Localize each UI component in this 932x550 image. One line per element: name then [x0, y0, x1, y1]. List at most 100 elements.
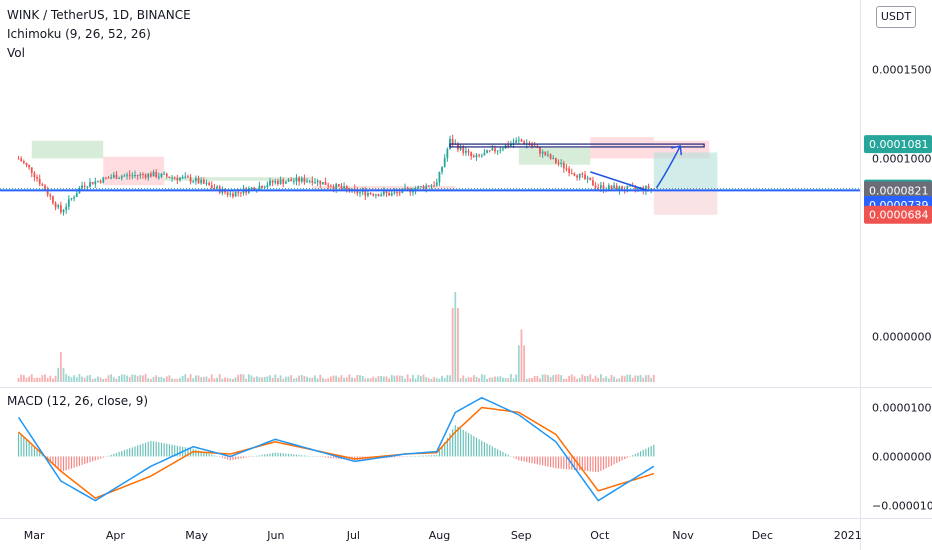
- candle-body: [565, 168, 568, 170]
- volume-bar: [102, 378, 105, 382]
- macd-histogram-bar: [250, 456, 253, 457]
- volume-bar: [308, 377, 311, 382]
- macd-histogram-bar: [221, 456, 223, 458]
- candle-body: [398, 192, 401, 194]
- volume-bar: [163, 378, 166, 382]
- macd-histogram-bar: [277, 452, 279, 457]
- volume-bar: [284, 376, 287, 382]
- macd-histogram-bar: [534, 456, 536, 464]
- macd-histogram-bar: [131, 447, 133, 457]
- macd-histogram-bar: [634, 453, 636, 457]
- candle-body: [634, 186, 637, 189]
- volume-bar: [36, 377, 38, 382]
- candle-body: [441, 166, 443, 172]
- macd-histogram-bar: [531, 456, 533, 464]
- candle-body: [70, 198, 73, 200]
- volume-bar: [73, 375, 76, 382]
- volume-bar: [57, 367, 60, 382]
- projection-arrow-head: [671, 145, 683, 156]
- volume-bar: [642, 377, 645, 382]
- volume-bar: [382, 376, 385, 382]
- macd-histogram-bar: [309, 455, 311, 457]
- macd-histogram-bar: [454, 425, 456, 457]
- macd-histogram-bar: [327, 456, 329, 458]
- volume-bar: [441, 375, 443, 382]
- candle-body: [541, 151, 544, 154]
- candle-body: [142, 174, 144, 176]
- macd-label[interactable]: MACD (12, 26, close, 9): [7, 394, 149, 408]
- candle-body: [615, 185, 618, 191]
- volume-bar: [337, 377, 340, 382]
- time-tick-label: Mar: [24, 529, 45, 542]
- macd-histogram-bar: [452, 429, 454, 457]
- volume-bar: [536, 375, 539, 382]
- macd-histogram-bar: [475, 437, 478, 457]
- volume-bar: [81, 376, 83, 382]
- macd-histogram-bar: [68, 456, 70, 470]
- macd-histogram-bar: [65, 456, 67, 471]
- macd-histogram-bar: [110, 454, 112, 457]
- candle-body: [562, 162, 565, 169]
- volume-bar: [54, 375, 57, 382]
- macd-histogram-bar: [589, 456, 591, 472]
- trendline: [590, 171, 649, 192]
- candle-body: [547, 154, 549, 156]
- candle-body: [33, 172, 36, 178]
- volume-bar: [181, 375, 184, 382]
- volume-bar: [650, 377, 653, 382]
- candle-body: [213, 187, 216, 189]
- candle-body: [314, 182, 316, 184]
- price-tag-0.0000684: [864, 205, 932, 224]
- time-tick-label: May: [185, 529, 208, 542]
- macd-histogram-bar: [422, 455, 425, 457]
- candle-body: [200, 180, 203, 184]
- candle-body: [364, 190, 367, 196]
- volume-bar: [213, 378, 216, 382]
- volume-bar: [86, 375, 89, 382]
- macd-histogram-bar: [258, 455, 261, 457]
- macd-histogram-bar: [306, 455, 308, 457]
- volume-bar: [610, 374, 613, 382]
- currency-button[interactable]: USDT: [876, 6, 916, 28]
- ichimoku-label[interactable]: Ichimoku (9, 26, 52, 26): [7, 27, 151, 41]
- volume-bar: [573, 376, 576, 382]
- volume-bar: [417, 374, 420, 382]
- volume-bar: [621, 375, 623, 382]
- volume-label[interactable]: Vol: [7, 46, 25, 60]
- volume-bar: [104, 378, 107, 382]
- candle-body: [613, 185, 616, 189]
- macd-histogram-bar: [584, 456, 586, 471]
- candle-body: [295, 177, 298, 182]
- candle-body: [316, 180, 319, 183]
- candle-body: [94, 181, 97, 185]
- volume-bar: [316, 378, 319, 382]
- candle-body: [517, 139, 520, 141]
- macd-histogram-bar: [166, 443, 168, 457]
- volume-bar: [570, 374, 573, 382]
- macd-histogram-bar: [425, 455, 427, 457]
- macd-histogram-bar: [97, 456, 99, 460]
- macd-histogram-bar: [57, 456, 59, 470]
- macd-histogram-bar: [523, 456, 525, 462]
- volume-bar: [345, 377, 348, 382]
- volume-bar: [396, 375, 398, 382]
- volume-bar: [107, 375, 110, 382]
- macd-histogram-bar: [70, 456, 73, 469]
- candle-body: [128, 174, 131, 176]
- candle-body: [99, 180, 102, 183]
- ichimoku-cloud: [590, 137, 654, 159]
- candle-body: [478, 154, 481, 156]
- candle-body: [258, 185, 261, 190]
- macd-histogram-bar: [28, 442, 30, 457]
- volume-bar: [644, 375, 647, 382]
- macd-histogram-bar: [393, 456, 396, 458]
- volume-bar: [457, 307, 459, 382]
- candle-body: [626, 185, 629, 191]
- macd-histogram-bar: [314, 456, 316, 457]
- volume-bar: [602, 377, 605, 382]
- macd-histogram-bar: [113, 453, 115, 457]
- volume-bar: [142, 375, 144, 382]
- macd-histogram-bar: [139, 444, 141, 457]
